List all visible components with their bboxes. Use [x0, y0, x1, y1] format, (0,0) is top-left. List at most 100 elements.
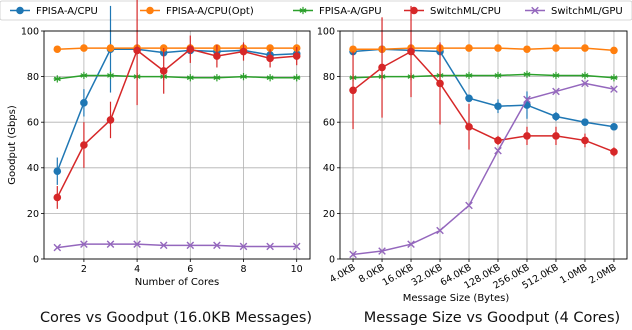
data-point: [53, 167, 62, 176]
data-point: [610, 122, 618, 131]
data-point: [159, 67, 168, 75]
legend-item-fpisa-a-cpu-opt: FPISA-A/CPU(Opt): [140, 6, 254, 17]
data-point: [465, 94, 473, 103]
data-point: [213, 52, 221, 60]
y-tick-label: 60: [323, 118, 335, 129]
data-point: [465, 122, 473, 131]
series-line: [353, 47, 615, 52]
data-point: [80, 99, 88, 107]
series-line: [352, 50, 615, 153]
data-point: [106, 71, 115, 80]
legend-label: FPISA-A/CPU(Opt): [166, 6, 254, 17]
data-point: [293, 74, 301, 82]
data-point: [53, 75, 61, 83]
legend-label: FPISA-A/GPU: [319, 6, 382, 17]
data-point: [349, 250, 357, 259]
data-point: [523, 132, 531, 140]
data-point: [80, 71, 88, 80]
y-tick-label: 20: [323, 209, 335, 220]
data-point: [186, 241, 195, 250]
legend-marker: [16, 6, 24, 15]
data-point: [523, 70, 531, 78]
legend-marker: [146, 6, 154, 15]
data-point: [552, 132, 560, 140]
y-tick-label: 40: [323, 163, 335, 174]
data-point: [436, 79, 444, 88]
chart-cores-vs-goodput: 0 20 40 60 80 100 2 4 6 8 10 Number of Cores Goodp…: [7, 0, 312, 326]
x-axis-label: Message Size (Bytes): [403, 293, 510, 304]
x-tick-label: 16.0KB: [381, 262, 416, 288]
plot-frame: [339, 30, 628, 260]
data-point: [494, 71, 502, 80]
data-point: [465, 71, 473, 80]
series-line: [57, 74, 297, 80]
data-point: [133, 46, 141, 55]
tick-labels: 0 20 40 60 80 100 2 4 6 8 10: [21, 26, 303, 275]
x-tick-label: 10: [291, 264, 303, 275]
data-point: [292, 242, 301, 251]
data-point: [610, 74, 618, 82]
series-line: [57, 47, 297, 50]
data-point: [523, 95, 531, 104]
data-point: [213, 241, 221, 250]
chart-caption: Message Size vs Goodput (4 Cores): [364, 310, 620, 326]
series-line: [57, 243, 297, 249]
legend-label: FPISA-A/CPU: [36, 6, 98, 17]
data-point: [407, 240, 415, 248]
data-point: [80, 141, 88, 149]
data-point: [80, 240, 88, 248]
data-point: [239, 47, 248, 56]
data-point: [378, 63, 386, 72]
legend-label: SwitchML/GPU: [551, 6, 623, 17]
data-point: [106, 116, 115, 124]
x-tick-label: 2.0MB: [587, 262, 618, 286]
chart-caption: Cores vs Goodput (16.0KB Messages): [40, 310, 312, 326]
series-fpisa-a-gpu: [349, 70, 618, 82]
series-fpisa-a-cpu-opt: [349, 44, 618, 55]
data-point: [494, 102, 502, 111]
x-tick-label: 32.0KB: [410, 262, 445, 288]
plot-frame: [43, 30, 311, 260]
x-tick-label: 2: [81, 264, 87, 275]
legend-item-switchml-gpu: SwitchML/GPU: [525, 6, 623, 17]
data-point: [266, 242, 274, 251]
legend-marker: [531, 6, 539, 15]
y-tick-label: 20: [27, 209, 39, 220]
data-point: [80, 44, 88, 52]
data-point: [186, 74, 194, 82]
data-point: [552, 71, 560, 80]
legend-item-fpisa-a-cpu: FPISA-A/CPU: [10, 6, 98, 17]
data-point: [378, 247, 386, 255]
series-line: [352, 82, 615, 256]
data-point: [133, 240, 141, 248]
data-point: [407, 47, 415, 56]
data-point: [494, 146, 502, 155]
data-point: [581, 44, 589, 52]
data-point: [465, 44, 473, 52]
series-line: [56, 48, 297, 172]
y-tick-label: 60: [27, 118, 39, 129]
series-group: [53, 0, 301, 252]
x-tick-label: 8: [240, 264, 246, 275]
data-point: [465, 201, 473, 210]
y-tick-label: 0: [33, 254, 39, 265]
data-point: [610, 85, 618, 93]
y-tick-label: 0: [329, 254, 335, 265]
y-tick-label: 80: [27, 72, 39, 83]
series-switchml-gpu: [349, 79, 618, 259]
x-tick-label: 4: [134, 264, 140, 275]
x-tick-label: 1.0MB: [558, 262, 589, 286]
legend-marker: [410, 6, 418, 15]
data-point: [239, 73, 248, 81]
legend: FPISA-A/CPU FPISA-A/CPU(Opt) FPISA-A/GPU Sw…: [0, 0, 632, 21]
data-point: [552, 44, 560, 52]
y-tick-label: 100: [317, 26, 335, 37]
legend-label: SwitchML/CPU: [430, 6, 501, 17]
data-point: [610, 148, 618, 156]
data-point: [494, 136, 502, 145]
series-fpisa-a-gpu: [53, 71, 301, 83]
data-point: [266, 54, 274, 63]
series-line: [56, 48, 297, 198]
series-line: [352, 48, 615, 128]
